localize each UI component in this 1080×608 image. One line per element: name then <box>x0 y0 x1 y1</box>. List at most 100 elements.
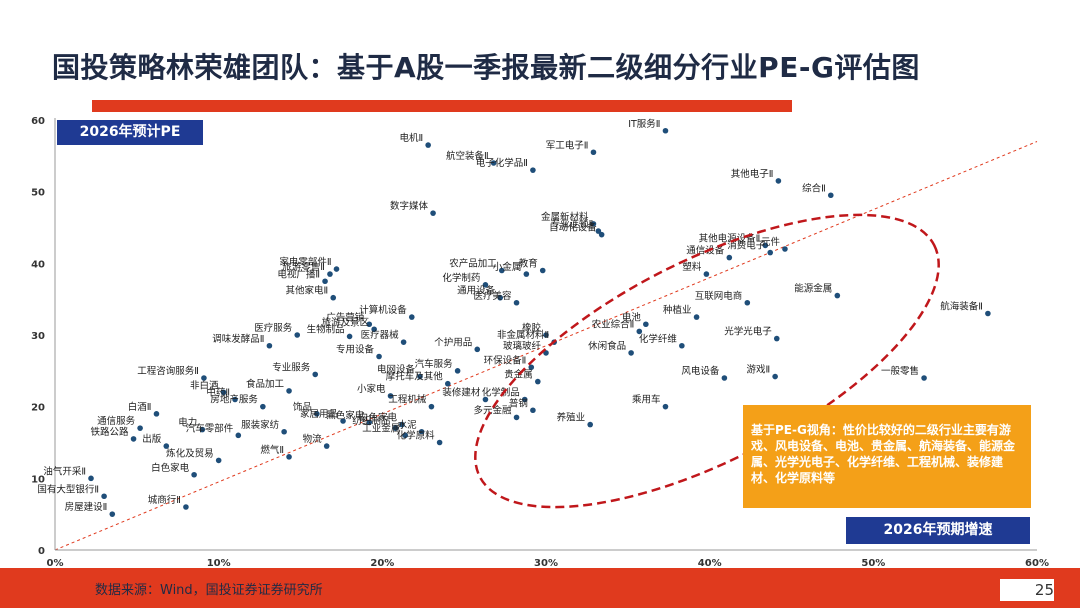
scatter-point <box>101 493 107 500</box>
scatter-point <box>266 342 273 349</box>
point-label: 调味发酵品Ⅱ <box>212 333 264 345</box>
footer-bar: 数据来源：Wind，国投证券证券研究所 <box>0 568 1080 608</box>
scatter-point <box>191 471 197 478</box>
scatter-point <box>693 314 700 320</box>
pe-g-callout-box: 基于PE-G视角：性价比较好的二级行业主要有游戏、风电设备、电池、贵金属、航海装… <box>743 405 1031 508</box>
point-label: 非白酒 <box>190 379 219 391</box>
point-label: 旅游及景区 <box>322 316 370 328</box>
point-label: 国有大型银行Ⅱ <box>37 483 99 495</box>
scatter-point <box>430 210 436 216</box>
point-label: 炼化及贸易 <box>166 447 214 459</box>
point-label: 生物制品 <box>307 323 345 335</box>
point-label: 中药Ⅱ <box>206 387 230 399</box>
point-label: 汽车零部件 <box>186 422 234 434</box>
scatter-point <box>834 292 841 299</box>
point-label: 水泥 <box>398 419 418 431</box>
scatter-point <box>281 428 287 435</box>
y-tick-label: 40 <box>31 259 45 270</box>
scatter-point <box>163 443 170 449</box>
point-label: 广告营销 <box>326 311 365 323</box>
point-label: 工程咨询服务Ⅱ <box>137 365 199 377</box>
scatter-point <box>590 149 597 156</box>
point-label: 医疗美容 <box>474 290 513 302</box>
point-label: 金属新材料 <box>541 211 589 223</box>
point-label: 铁路公路 <box>91 426 130 438</box>
point-label: 装修建材 <box>442 387 481 399</box>
y-tick-label: 0 <box>38 546 45 557</box>
point-label: 乘用车 <box>632 394 661 406</box>
y-tick-label: 30 <box>31 331 45 342</box>
scatter-point <box>628 350 634 356</box>
point-label: 种植业 <box>663 304 692 316</box>
scatter-point <box>662 127 669 134</box>
scatter-point <box>183 504 189 510</box>
point-label: 出版 <box>142 433 162 445</box>
scatter-point <box>513 299 520 306</box>
scatter-point <box>772 373 778 380</box>
scatter-point <box>436 439 443 446</box>
scatter-point <box>721 375 728 381</box>
scatter-point <box>595 228 602 234</box>
point-label: 小家电 <box>357 383 386 395</box>
point-label: 玻璃玻纤 <box>503 340 542 352</box>
scatter-point <box>88 475 94 482</box>
point-label: IT服务Ⅱ <box>628 118 660 130</box>
scatter-point <box>762 242 769 249</box>
scatter-point <box>985 310 991 317</box>
x-tick-label: 30% <box>534 558 558 569</box>
point-label: 自动化设备 <box>549 222 597 234</box>
scatter-point <box>235 432 242 439</box>
point-label: 燃气Ⅱ <box>260 444 284 456</box>
point-label: 专业连锁Ⅱ <box>551 218 594 230</box>
point-label: 家居用品 <box>300 408 338 420</box>
point-label: 风电设备 <box>681 365 720 377</box>
scatter-point <box>333 266 340 272</box>
point-label: 其他家电Ⅱ <box>286 285 329 297</box>
scatter-point <box>312 371 319 378</box>
scatter-point <box>153 411 160 417</box>
scatter-point <box>523 271 530 277</box>
point-label: 房屋建设Ⅱ <box>65 501 108 513</box>
x-tick-label: 40% <box>698 558 722 569</box>
scatter-point <box>598 231 605 238</box>
point-label: 房地产服务 <box>210 394 258 406</box>
point-label: 多元金融 <box>474 404 513 416</box>
scatter-point <box>535 378 541 385</box>
scatter-point <box>130 436 137 442</box>
scatter-point <box>425 142 431 148</box>
point-label: 化学制品 <box>482 387 520 399</box>
point-label: 小金属 <box>493 261 522 273</box>
x-axis-title-box: 2026年预期增速 <box>846 517 1030 544</box>
scatter-point <box>402 432 409 439</box>
scatter-point <box>286 388 292 394</box>
scatter-point <box>201 375 207 381</box>
scatter-point <box>109 511 116 517</box>
highlight-ellipse <box>474 213 940 509</box>
point-label: 电机Ⅱ <box>399 132 423 144</box>
scatter-point <box>428 403 435 410</box>
y-tick-label: 10 <box>31 474 45 485</box>
scatter-point <box>921 375 927 381</box>
title-underline-bar <box>92 100 792 112</box>
point-label: 医疗服务 <box>254 322 293 334</box>
scatter-point <box>543 332 549 338</box>
scatter-point <box>482 282 489 288</box>
point-label: 个护用品 <box>434 336 472 348</box>
scatter-point <box>314 411 320 417</box>
scatter-point <box>543 350 549 356</box>
scatter-point <box>232 396 238 403</box>
point-label: 计算机设备 <box>359 304 407 316</box>
scatter-point <box>400 339 407 345</box>
x-tick-label: 10% <box>207 558 231 569</box>
point-label: 养殖业 <box>557 412 586 424</box>
scatter-point <box>539 267 546 274</box>
point-label: 汽车服务 <box>415 358 454 370</box>
point-label: 白色家电 <box>359 412 398 424</box>
point-label: 白酒Ⅱ <box>128 401 152 413</box>
point-label: 电池 <box>622 311 642 323</box>
x-tick-label: 20% <box>370 558 394 569</box>
scatter-point <box>376 353 382 360</box>
point-label: 其他电子Ⅱ <box>731 168 774 180</box>
point-label: 旅游零售Ⅱ <box>282 261 325 273</box>
scatter-point <box>286 454 292 460</box>
